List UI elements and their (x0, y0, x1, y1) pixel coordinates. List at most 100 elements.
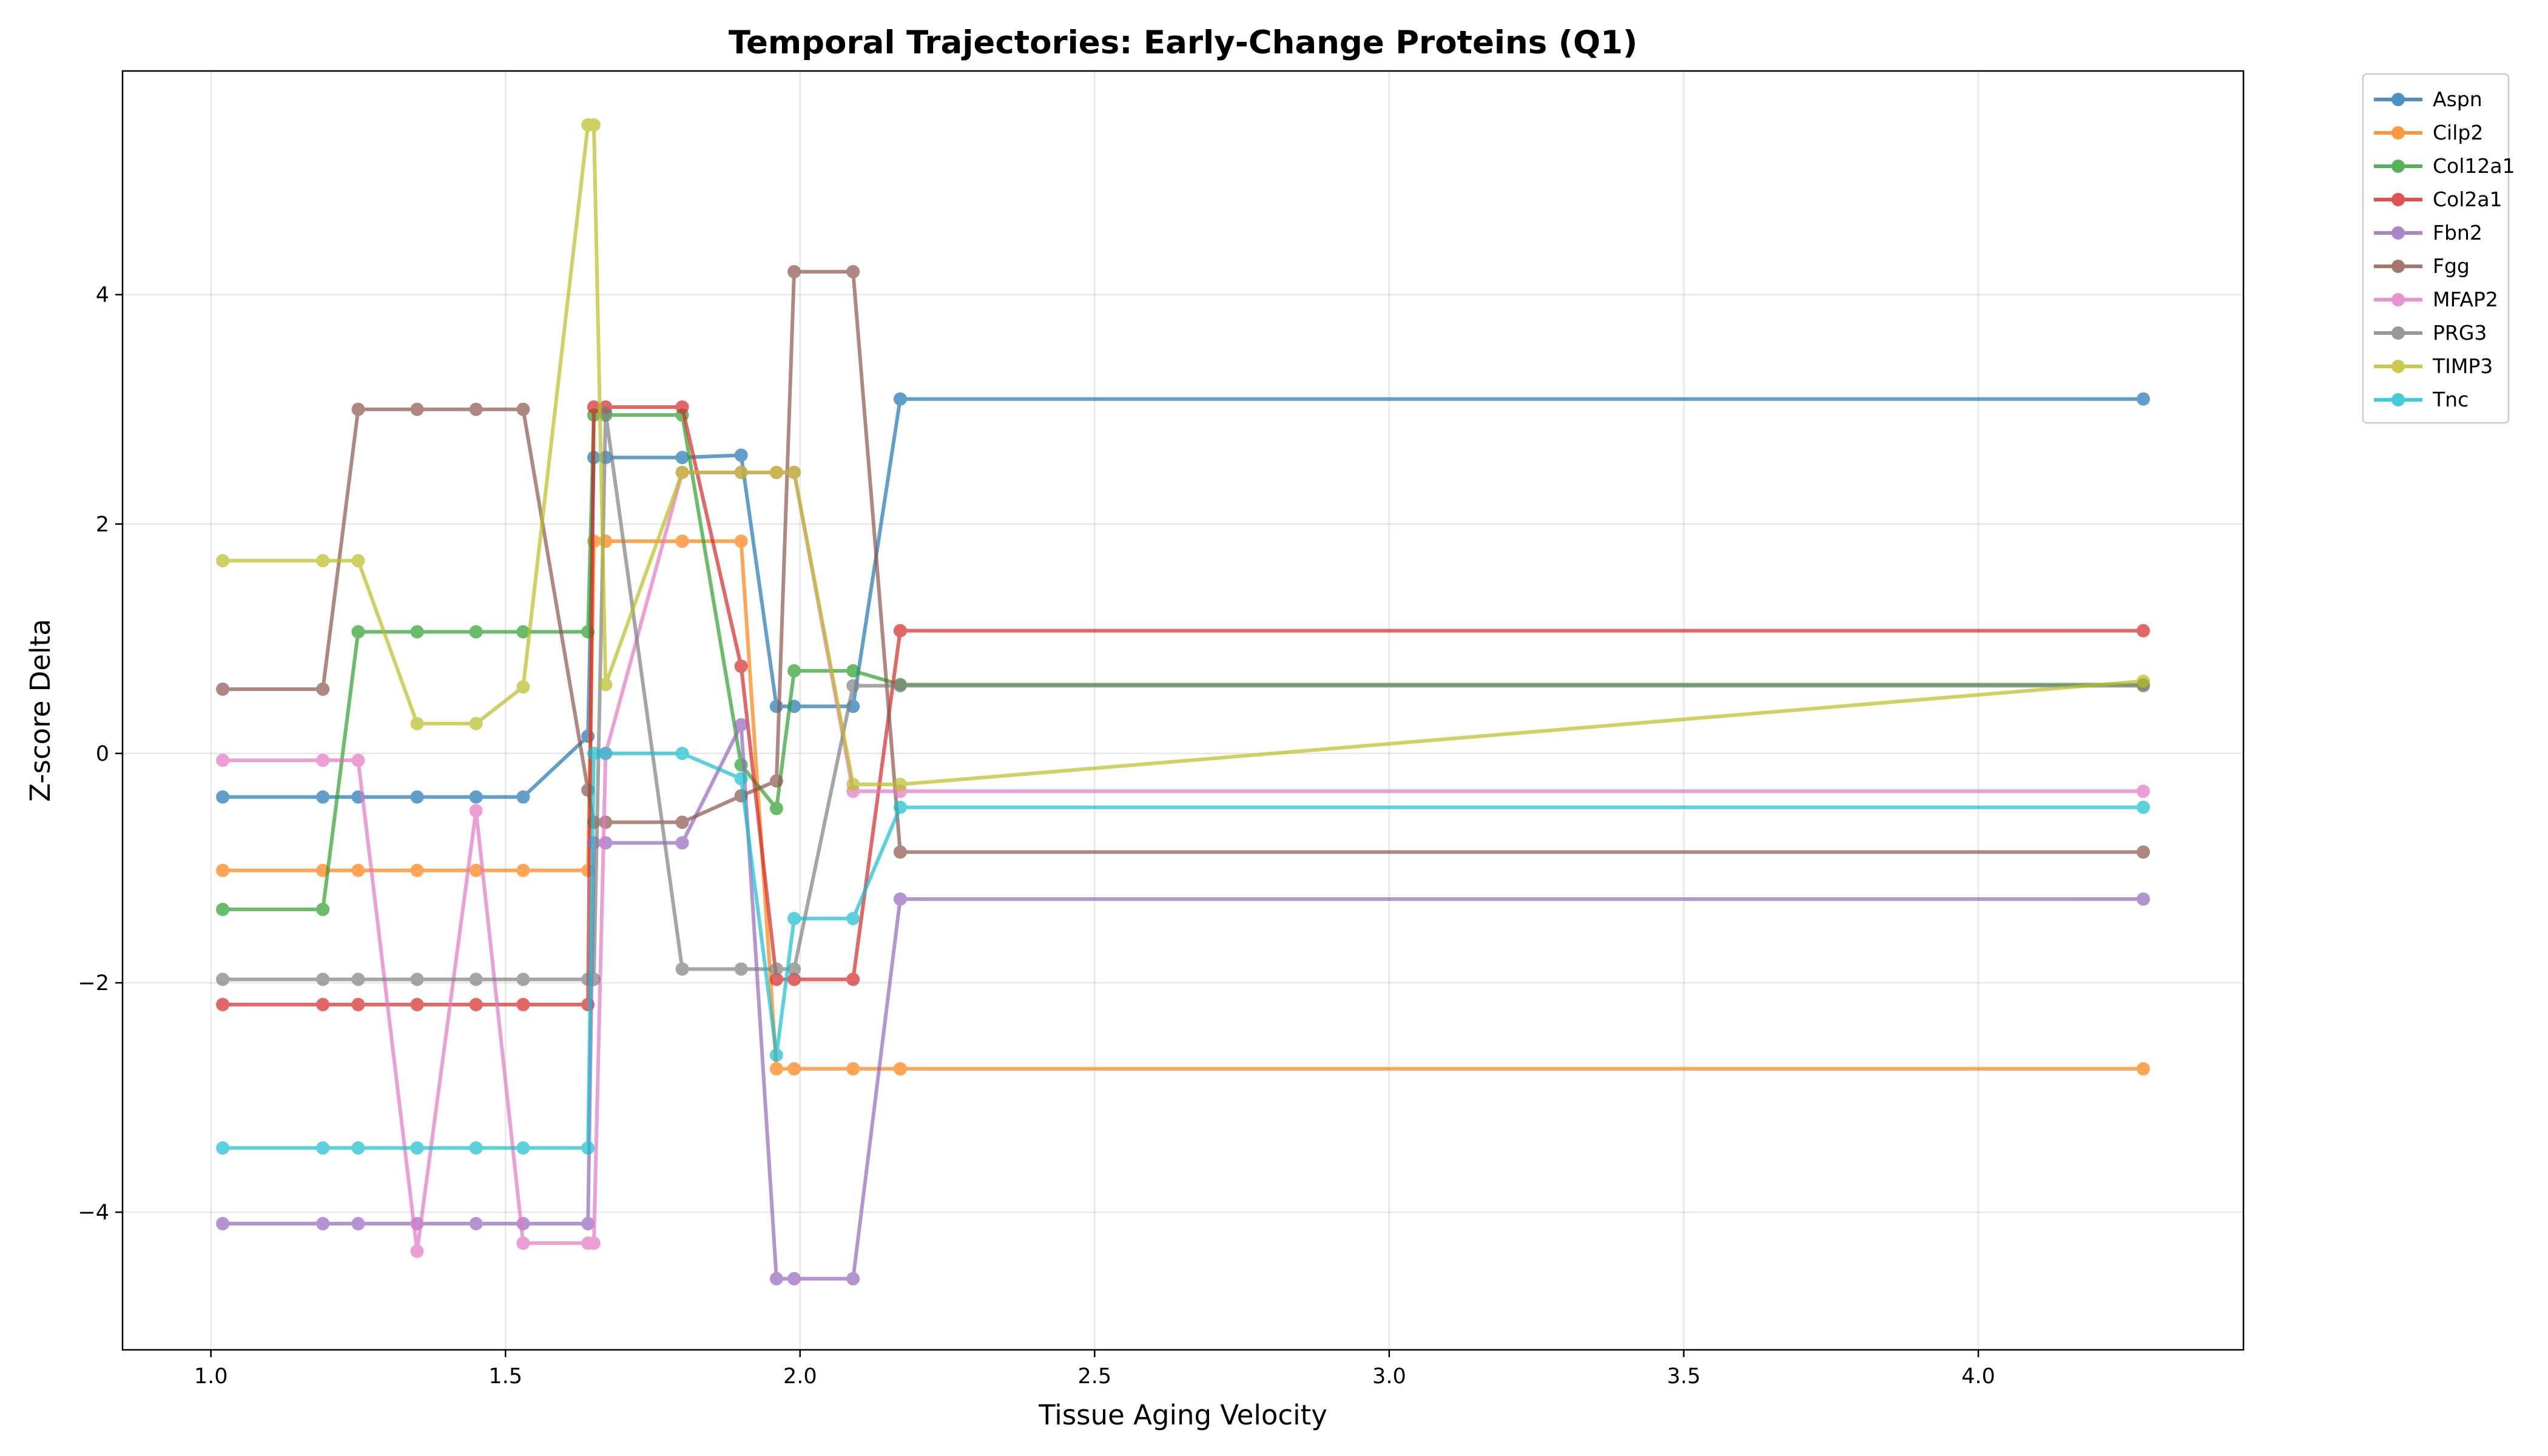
data-point-fbn2 (893, 892, 907, 906)
data-point-fbn2 (769, 1272, 783, 1286)
data-point-aspn (410, 790, 424, 804)
data-point-tnc (516, 1141, 530, 1155)
data-point-col12a1 (216, 903, 230, 917)
x-tick-label: 3.0 (1372, 1364, 1406, 1389)
legend-label: Aspn (2433, 87, 2482, 111)
data-point-fgg (893, 845, 907, 859)
legend-item-fgg (2374, 260, 2422, 273)
series-line-col12a1 (223, 413, 2143, 912)
series-fbn2 (216, 718, 2150, 1286)
data-point-timp3 (893, 777, 907, 791)
series-line-aspn (223, 397, 2143, 799)
data-point-fgg (581, 783, 595, 797)
data-point-fgg (316, 682, 330, 696)
data-point-col2a1 (216, 997, 230, 1011)
data-point-aspn (316, 790, 330, 804)
data-point-tnc (599, 746, 613, 760)
legend-label: Col2a1 (2433, 187, 2502, 211)
legend-item-mfap2 (2374, 293, 2422, 306)
data-point-mfap2 (410, 1244, 424, 1258)
y-tick-label: −2 (78, 971, 109, 996)
legend: Aspn Cilp2 Col12a1 Col2a1 Fbn2 Fgg MFAP2 PRG3 TI… (2362, 73, 2515, 424)
data-point-tnc (893, 800, 907, 814)
data-point-col12a1 (846, 664, 860, 678)
data-point-tnc (587, 746, 601, 760)
data-point-fbn2 (469, 1217, 483, 1231)
data-point-tnc (2136, 800, 2150, 814)
data-point-fbn2 (581, 1217, 595, 1231)
data-point-fbn2 (846, 1272, 860, 1286)
series-timp3 (216, 118, 2150, 791)
data-point-aspn (581, 729, 595, 743)
data-point-tnc (216, 1141, 230, 1155)
data-point-col12a1 (769, 801, 783, 815)
data-point-col12a1 (316, 903, 330, 917)
legend-swatch-marker (2391, 260, 2405, 273)
data-point-timp3 (2136, 674, 2150, 688)
data-point-aspn (675, 451, 689, 465)
y-tick-label: 4 (96, 283, 109, 308)
data-point-aspn (516, 790, 530, 804)
data-point-prg3 (469, 972, 483, 986)
data-point-fgg (351, 402, 365, 416)
data-point-prg3 (734, 962, 748, 976)
data-point-prg3 (769, 962, 783, 976)
legend-item-col2a1 (2374, 193, 2422, 206)
data-point-prg3 (599, 406, 613, 420)
data-point-timp3 (846, 777, 860, 791)
data-point-tnc (581, 1141, 595, 1155)
data-point-col12a1 (351, 625, 365, 639)
legend-label: MFAP2 (2433, 288, 2498, 311)
data-point-prg3 (516, 972, 530, 986)
x-tick-label: 2.0 (783, 1364, 817, 1389)
chart-title: Temporal Trajectories: Early-Change Prot… (729, 24, 1637, 61)
data-point-prg3 (846, 679, 860, 693)
legend-swatch-marker (2391, 360, 2405, 373)
axis-ticks: 1.0 1.5 2.0 2.5 3.0 3.5 4.0 −4 −2 0 2 4 (78, 283, 1995, 1389)
data-point-col2a1 (516, 997, 530, 1011)
legend-label: PRG3 (2433, 321, 2487, 345)
data-point-cilp2 (787, 1062, 801, 1076)
series-lines (216, 118, 2150, 1286)
legend-item-aspn (2374, 93, 2422, 106)
data-point-cilp2 (893, 1062, 907, 1076)
series-line-tnc (223, 751, 2143, 1150)
data-point-timp3 (351, 554, 365, 568)
series-line-mfap2 (223, 470, 2143, 1253)
data-point-col2a1 (846, 972, 860, 986)
data-point-col2a1 (351, 997, 365, 1011)
plot-frame (121, 70, 2245, 1351)
x-tick-label: 1.5 (488, 1364, 522, 1389)
data-point-tnc (469, 1141, 483, 1155)
data-point-fgg (469, 402, 483, 416)
data-point-prg3 (787, 962, 801, 976)
data-point-timp3 (675, 465, 689, 479)
data-point-fgg (787, 265, 801, 278)
y-tick-label: −4 (78, 1201, 109, 1225)
data-point-cilp2 (734, 534, 748, 548)
data-point-aspn (734, 448, 748, 462)
data-point-fbn2 (2136, 892, 2150, 906)
legend-swatch-marker (2391, 293, 2405, 306)
data-point-fbn2 (316, 1217, 330, 1231)
data-point-timp3 (734, 465, 748, 479)
data-point-col2a1 (469, 997, 483, 1011)
data-point-fbn2 (599, 836, 613, 850)
data-point-aspn (216, 790, 230, 804)
data-point-col12a1 (469, 625, 483, 639)
y-tick-label: 2 (96, 513, 109, 537)
data-point-cilp2 (2136, 1062, 2150, 1076)
data-point-tnc (769, 1048, 783, 1062)
legend-item-fbn2 (2374, 226, 2422, 240)
grid (123, 71, 2243, 1350)
data-point-fgg (675, 815, 689, 829)
y-axis-label: Z-score Delta (24, 619, 56, 802)
data-point-cilp2 (516, 863, 530, 877)
data-point-mfap2 (469, 804, 483, 818)
data-point-aspn (2136, 392, 2150, 406)
data-point-col2a1 (787, 972, 801, 986)
legend-label: Col12a1 (2433, 154, 2515, 178)
series-line-timp3 (223, 123, 2144, 786)
data-point-fgg (410, 402, 424, 416)
